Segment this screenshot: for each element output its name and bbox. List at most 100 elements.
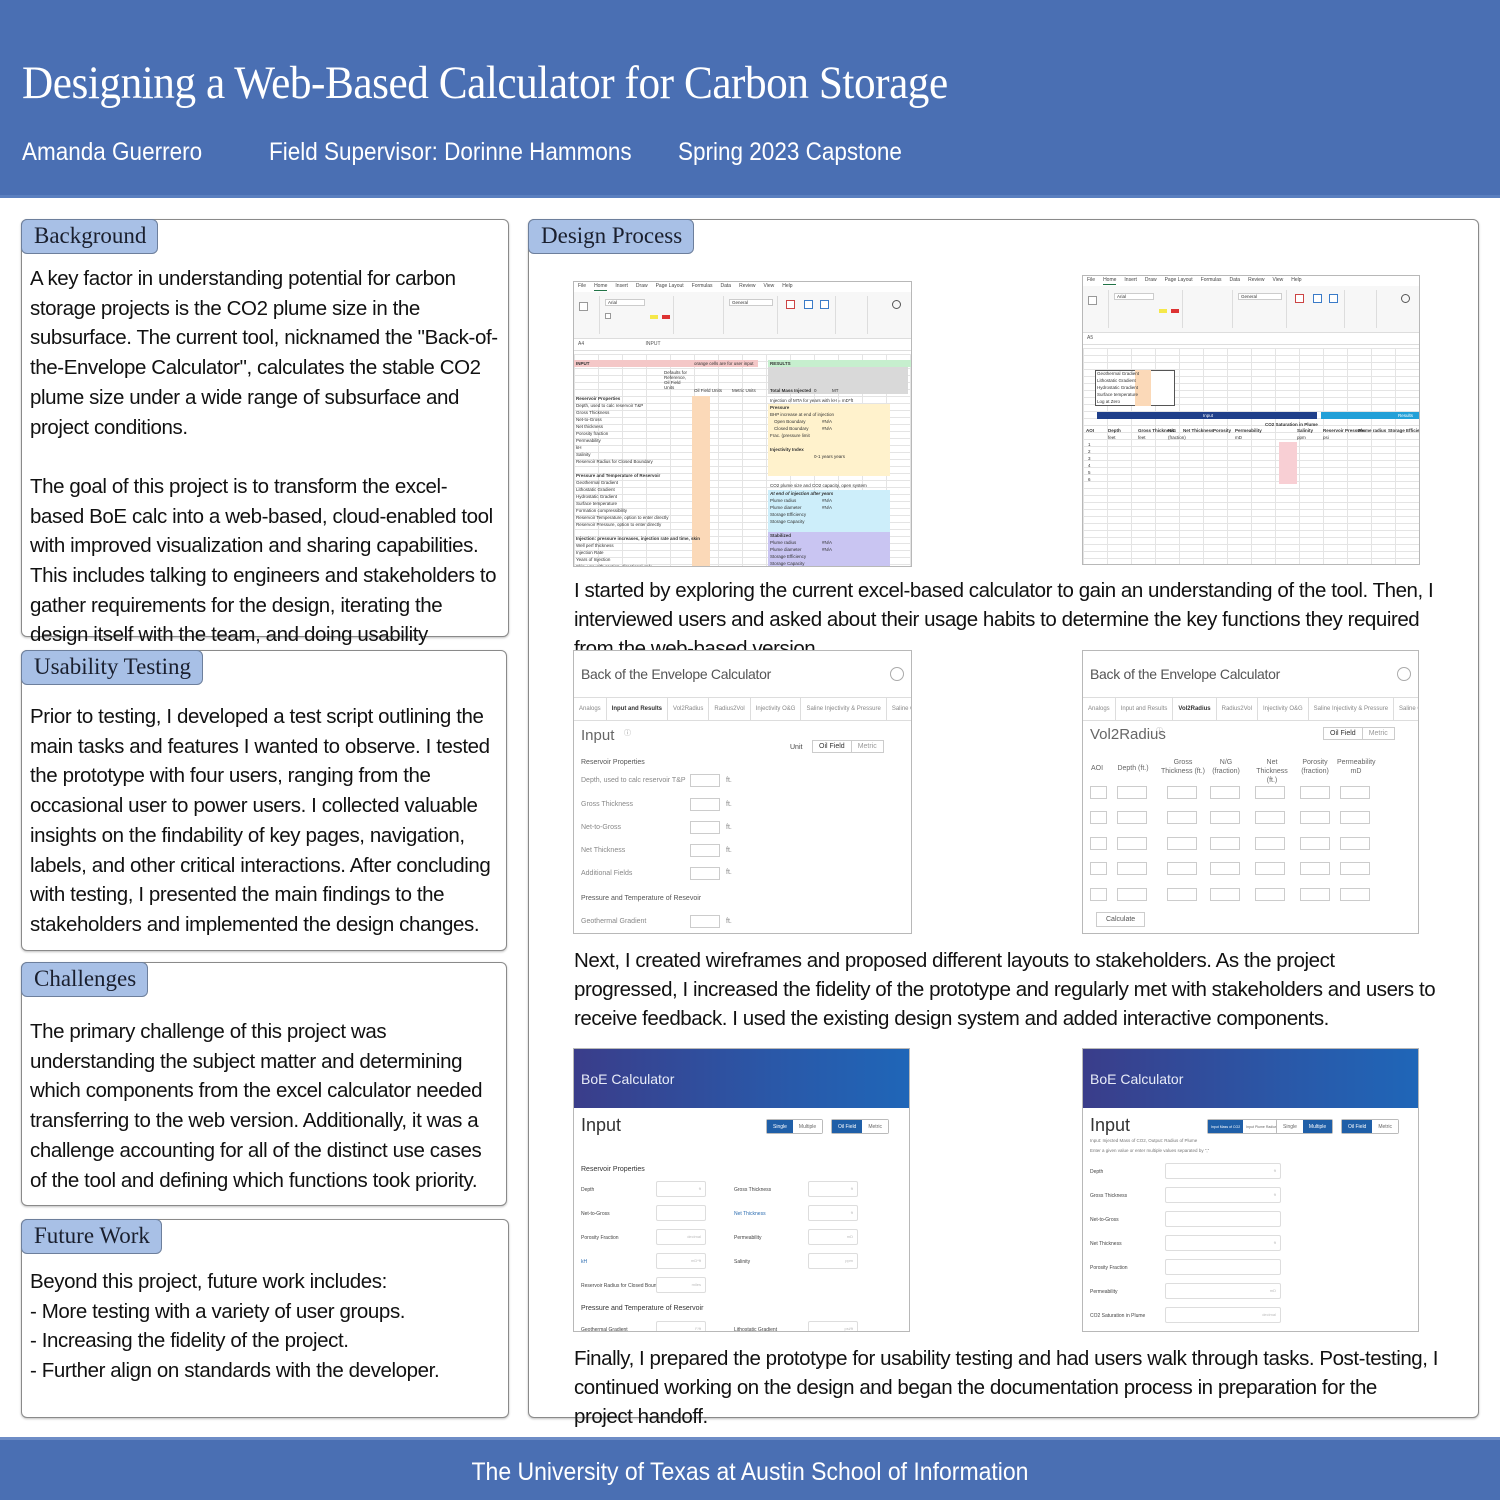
- geothermal-gradient-input[interactable]: [690, 915, 720, 928]
- calculate-button[interactable]: Calculate: [1096, 912, 1146, 927]
- gross-thickness-input[interactable]: [1167, 888, 1197, 901]
- tab-saline-plume[interactable]: Saline CO2 Plume Size: [891, 706, 911, 712]
- info-icon[interactable]: ⓘ: [1156, 728, 1163, 735]
- profile-icon[interactable]: [1397, 667, 1411, 681]
- tab-analogs[interactable]: Analogs: [1083, 698, 1116, 720]
- depth-input[interactable]: [1117, 786, 1147, 799]
- porosity-input[interactable]: [1300, 837, 1330, 850]
- lithostatic-gradient-input[interactable]: psi/ft: [808, 1321, 858, 1331]
- tab-vol2radius[interactable]: Vol2Radius: [668, 698, 710, 720]
- future-work-item: - More testing with a variety of user gr…: [30, 1299, 406, 1323]
- net-thickness-input[interactable]: [1255, 862, 1285, 875]
- net-thickness-input[interactable]: [1255, 811, 1285, 824]
- bold-icon: [605, 313, 611, 319]
- excel-ribbon: Arial General: [574, 292, 911, 339]
- unit-label: Unit: [790, 744, 803, 751]
- porosity-input[interactable]: [1300, 888, 1330, 901]
- aoi-input[interactable]: [1090, 888, 1107, 901]
- excel-formula-bar: A5: [1083, 333, 1419, 345]
- geothermal-gradient-input[interactable]: F/ft: [656, 1321, 706, 1331]
- net-thickness-input[interactable]: [1255, 837, 1285, 850]
- permeability-input[interactable]: [1340, 888, 1370, 901]
- depth-input[interactable]: ft: [656, 1181, 706, 1197]
- net-thickness-input[interactable]: [690, 844, 720, 857]
- ng-input[interactable]: [1210, 811, 1240, 824]
- permeability-input[interactable]: [1340, 786, 1370, 799]
- gross-thickness-input[interactable]: [1167, 862, 1197, 875]
- gross-thickness-input[interactable]: ft: [1165, 1187, 1281, 1203]
- gross-thickness-input[interactable]: ft: [808, 1181, 858, 1197]
- net-to-gross-input[interactable]: [690, 821, 720, 834]
- unit-toggle[interactable]: Oil Field Metric: [831, 1119, 889, 1134]
- input-subtitle: Input: Injected Mass of CO2, Output: Rad…: [1090, 1138, 1198, 1143]
- ng-input[interactable]: [1210, 888, 1240, 901]
- mode-toggle[interactable]: Single Multiple: [766, 1119, 824, 1134]
- profile-icon[interactable]: [890, 667, 904, 681]
- tab-radius2vol[interactable]: Radius2Vol: [1217, 698, 1258, 720]
- gross-thickness-input[interactable]: [1167, 811, 1197, 824]
- gross-thickness-input[interactable]: [1167, 786, 1197, 799]
- aoi-input[interactable]: [1090, 786, 1107, 799]
- unit-toggle[interactable]: Oil Field Metric: [1323, 727, 1395, 740]
- background-paragraph: The goal of this project is to transform…: [30, 474, 497, 676]
- io-mode-toggle[interactable]: Input Mass of CO2 Input Plume Radius: [1207, 1119, 1281, 1134]
- tab-analogs[interactable]: Analogs: [574, 698, 607, 720]
- depth-input[interactable]: [690, 774, 720, 787]
- permeability-input[interactable]: [1340, 862, 1370, 875]
- ng-input[interactable]: [1210, 837, 1240, 850]
- gross-thickness-input[interactable]: [690, 798, 720, 811]
- wireframe-title: Back of the Envelope Calculator: [581, 666, 771, 682]
- salinity-input[interactable]: ppm: [808, 1253, 858, 1269]
- porosity-input[interactable]: [1300, 786, 1330, 799]
- additional-fields-input[interactable]: [690, 867, 720, 880]
- section-heading: Reservoir Properties: [581, 1166, 645, 1173]
- net-to-gross-input[interactable]: [1165, 1211, 1281, 1227]
- tab-radius2vol[interactable]: Radius2Vol: [709, 698, 751, 720]
- info-icon[interactable]: ⓘ: [624, 730, 631, 737]
- net-to-gross-input[interactable]: [656, 1205, 706, 1221]
- tab-injectivity-og[interactable]: Injectivity O&G: [1258, 698, 1309, 720]
- gross-thickness-input[interactable]: [1167, 837, 1197, 850]
- porosity-input[interactable]: [1300, 862, 1330, 875]
- permeability-input[interactable]: [1340, 811, 1370, 824]
- aoi-input[interactable]: [1090, 811, 1107, 824]
- depth-input[interactable]: [1117, 837, 1147, 850]
- net-thickness-input[interactable]: [1255, 786, 1285, 799]
- tab-vol2radius[interactable]: Vol2Radius: [1173, 698, 1217, 720]
- tab-input-results[interactable]: Input and Results: [607, 698, 669, 720]
- depth-input[interactable]: [1117, 811, 1147, 824]
- tab-saline-plume[interactable]: Saline CO2 Plume Size: [1399, 706, 1418, 712]
- future-work-text: Beyond this project, future work include…: [30, 1267, 498, 1386]
- net-thickness-input[interactable]: ft: [808, 1205, 858, 1221]
- aoi-input[interactable]: [1090, 837, 1107, 850]
- permeability-input[interactable]: mD: [808, 1229, 858, 1245]
- permeability-input[interactable]: mD: [1165, 1283, 1281, 1299]
- porosity-input[interactable]: [1165, 1259, 1281, 1275]
- tab-injectivity-og[interactable]: Injectivity O&G: [751, 698, 802, 720]
- conditional-formatting-icon: [1295, 294, 1304, 303]
- ng-input[interactable]: [1210, 862, 1240, 875]
- depth-input[interactable]: [1117, 862, 1147, 875]
- reservoir-radius-input[interactable]: miles: [656, 1277, 706, 1293]
- tab-input-results[interactable]: Input and Results: [1116, 698, 1174, 720]
- paste-icon: [579, 302, 588, 311]
- app-header-bar: BoE Calculator: [1083, 1049, 1418, 1108]
- porosity-input[interactable]: [1300, 811, 1330, 824]
- excel-screenshot-input-results: File Home Insert Draw Page Layout Formul…: [573, 281, 912, 567]
- porosity-input[interactable]: decimal: [656, 1229, 706, 1245]
- kh-input[interactable]: mD*ft: [656, 1253, 706, 1269]
- permeability-input[interactable]: [1340, 837, 1370, 850]
- unit-toggle[interactable]: Oil Field Metric: [812, 740, 884, 753]
- wireframe-tab-bar: Analogs Input and Results Vol2Radius Rad…: [574, 697, 911, 721]
- tab-saline-injectivity[interactable]: Saline Injectivity & Pressure: [1309, 698, 1395, 720]
- co2-saturation-input[interactable]: decimal: [1165, 1307, 1281, 1323]
- unit-toggle[interactable]: Oil Field Metric: [1341, 1119, 1399, 1134]
- tab-saline-injectivity[interactable]: Saline Injectivity & Pressure: [801, 698, 887, 720]
- mode-toggle[interactable]: Single Multiple: [1276, 1119, 1334, 1134]
- net-thickness-input[interactable]: [1255, 888, 1285, 901]
- aoi-input[interactable]: [1090, 862, 1107, 875]
- net-thickness-input[interactable]: ft: [1165, 1235, 1281, 1251]
- depth-input[interactable]: ft: [1165, 1163, 1281, 1179]
- ng-input[interactable]: [1210, 786, 1240, 799]
- depth-input[interactable]: [1117, 888, 1147, 901]
